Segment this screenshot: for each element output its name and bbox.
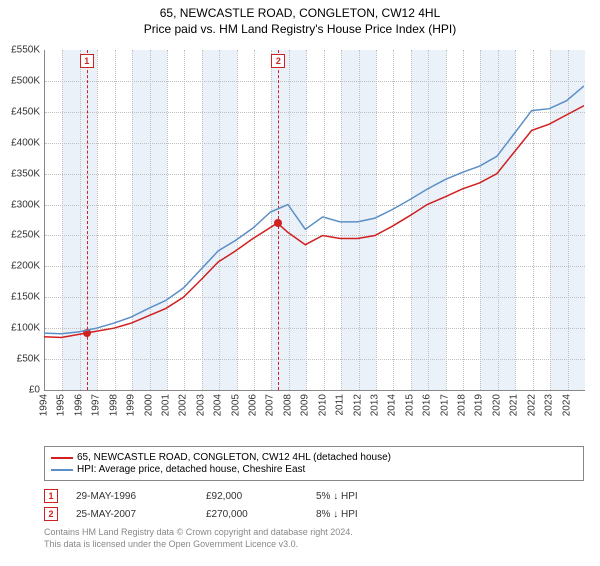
x-tick-label: 2002: [178, 394, 189, 416]
x-tick-label: 2000: [143, 394, 154, 416]
event-row: 1 29-MAY-1996£92,0005% ↓ HPI: [44, 489, 584, 503]
page-subtitle: Price paid vs. HM Land Registry's House …: [0, 22, 600, 36]
x-tick-label: 2015: [404, 394, 415, 416]
y-tick-label: £500K: [0, 75, 40, 86]
y-tick-label: £0: [0, 385, 40, 396]
y-tick-label: £150K: [0, 292, 40, 303]
page-title: 65, NEWCASTLE ROAD, CONGLETON, CW12 4HL: [0, 6, 600, 20]
x-tick-label: 1994: [39, 394, 50, 416]
x-tick-label: 2014: [387, 394, 398, 416]
event-number-box: 1: [44, 489, 58, 503]
event-price: £270,000: [206, 509, 316, 520]
y-tick-label: £350K: [0, 168, 40, 179]
event-price: £92,000: [206, 491, 316, 502]
x-tick-label: 1997: [91, 394, 102, 416]
chart-series-line: [44, 106, 584, 338]
event-row: 2 25-MAY-2007£270,0008% ↓ HPI: [44, 507, 584, 521]
x-tick-label: 1995: [56, 394, 67, 416]
x-tick-label: 2011: [335, 394, 346, 416]
x-tick-label: 1996: [73, 394, 84, 416]
x-tick-label: 2020: [491, 394, 502, 416]
events-table: 1 29-MAY-1996£92,0005% ↓ HPI 2 25-MAY-2007£…: [44, 489, 584, 521]
y-tick-label: £100K: [0, 323, 40, 334]
footnote-line: Contains HM Land Registry data © Crown c…: [44, 527, 584, 539]
y-tick-label: £400K: [0, 137, 40, 148]
x-tick-label: 2019: [474, 394, 485, 416]
x-tick-label: 2010: [317, 394, 328, 416]
y-tick-label: £200K: [0, 261, 40, 272]
x-tick-label: 2022: [526, 394, 537, 416]
x-tick-label: 2012: [352, 394, 363, 416]
y-tick-label: £550K: [0, 45, 40, 56]
x-tick-label: 2017: [439, 394, 450, 416]
x-tick-label: 2007: [265, 394, 276, 416]
price-chart: 12 £0£50K£100K£150K£200K£250K£300K£350K£…: [44, 50, 584, 412]
x-tick-label: 2024: [561, 394, 572, 416]
y-tick-label: £450K: [0, 106, 40, 117]
x-tick-label: 2013: [369, 394, 380, 416]
x-tick-label: 2023: [544, 394, 555, 416]
legend-swatch: [51, 469, 73, 471]
y-tick-label: £50K: [0, 354, 40, 365]
legend-label: HPI: Average price, detached house, Ches…: [77, 464, 305, 475]
x-tick-label: 2008: [282, 394, 293, 416]
legend-row: HPI: Average price, detached house, Ches…: [51, 464, 577, 475]
y-tick-label: £250K: [0, 230, 40, 241]
event-date: 29-MAY-1996: [76, 491, 206, 502]
x-tick-label: 2016: [422, 394, 433, 416]
x-tick-label: 2003: [195, 394, 206, 416]
legend-swatch: [51, 457, 73, 459]
x-tick-label: 2004: [213, 394, 224, 416]
x-tick-label: 2009: [300, 394, 311, 416]
chart-series-line: [44, 86, 584, 334]
x-tick-label: 2018: [457, 394, 468, 416]
x-tick-label: 2021: [509, 394, 520, 416]
legend-label: 65, NEWCASTLE ROAD, CONGLETON, CW12 4HL …: [77, 452, 391, 463]
x-tick-label: 2005: [230, 394, 241, 416]
footnote-line: This data is licensed under the Open Gov…: [44, 539, 584, 551]
x-tick-label: 2006: [248, 394, 259, 416]
x-tick-label: 1998: [108, 394, 119, 416]
legend-row: 65, NEWCASTLE ROAD, CONGLETON, CW12 4HL …: [51, 452, 577, 463]
footnote: Contains HM Land Registry data © Crown c…: [44, 527, 584, 550]
x-tick-label: 1999: [126, 394, 137, 416]
x-tick-label: 2001: [160, 394, 171, 416]
chart-legend: 65, NEWCASTLE ROAD, CONGLETON, CW12 4HL …: [44, 446, 584, 550]
event-pct-vs-hpi: 8% ↓ HPI: [316, 509, 358, 520]
y-tick-label: £300K: [0, 199, 40, 210]
event-number-box: 2: [44, 507, 58, 521]
event-date: 25-MAY-2007: [76, 509, 206, 520]
event-pct-vs-hpi: 5% ↓ HPI: [316, 491, 358, 502]
